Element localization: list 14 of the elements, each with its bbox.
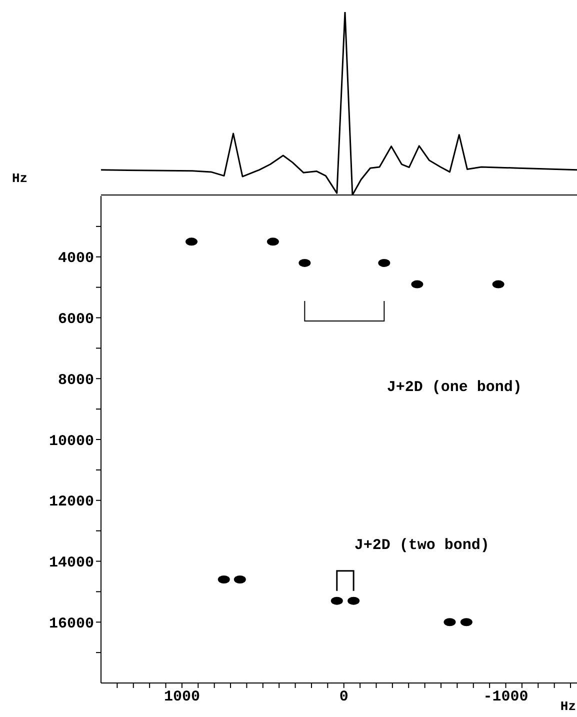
annotation: J+2D (one bond) bbox=[386, 378, 522, 396]
annotation: J+2D (two bond) bbox=[354, 536, 490, 554]
y-tick-label: 8000 bbox=[58, 372, 94, 389]
y-axis-title: Hz bbox=[12, 171, 28, 186]
y-tick-label: 16000 bbox=[48, 615, 94, 632]
y-tick-label: 6000 bbox=[58, 311, 94, 328]
y-tick-label: 14000 bbox=[48, 554, 94, 572]
x-tick-label: 1000 bbox=[164, 688, 200, 706]
y-tick-label: 10000 bbox=[48, 432, 94, 450]
y-tick-label: 4000 bbox=[58, 250, 94, 268]
x-tick-label: -1000 bbox=[483, 688, 528, 706]
y-tick-label: 12000 bbox=[48, 494, 94, 511]
x-tick-label: 0 bbox=[339, 688, 348, 706]
x-axis-title: Hz bbox=[560, 699, 576, 714]
